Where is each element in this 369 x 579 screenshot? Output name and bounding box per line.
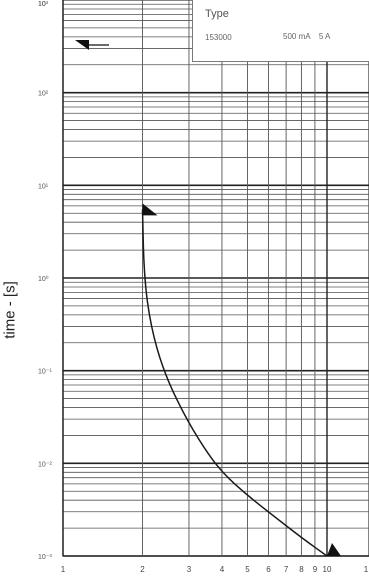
x-tick-label: 7 bbox=[284, 565, 289, 574]
x-tick-label: 5 bbox=[245, 565, 250, 574]
y-tick-label: 10¹ bbox=[38, 183, 49, 190]
y-tick-label: 10 bbox=[38, 1, 46, 8]
legend-arrow-marker bbox=[75, 40, 89, 50]
x-tick-label: 6 bbox=[266, 565, 271, 574]
x-tick-label: 1 bbox=[61, 565, 66, 574]
legend-code: 153000 bbox=[205, 33, 232, 42]
y-tick-label: 10⁻² bbox=[38, 461, 52, 468]
curve-end-marker bbox=[327, 543, 341, 556]
y-tick-label: 10² bbox=[38, 91, 49, 98]
y-tick-label: 10³ bbox=[38, 1, 49, 8]
x-tick-label: 2 bbox=[140, 565, 145, 574]
y-tick-label: 10⁻¹ bbox=[38, 369, 52, 376]
y-tick-label: 10⁰ bbox=[38, 275, 49, 283]
x-tick-label: 3 bbox=[187, 565, 192, 574]
legend-title: Type bbox=[205, 8, 229, 20]
x-tick-label: 10 bbox=[323, 565, 332, 574]
y-tick-label: 10⁻³ bbox=[38, 554, 52, 561]
legend-box: Type 153000 500 mA 5 A bbox=[192, 0, 369, 62]
series-line bbox=[141, 209, 328, 557]
x-tick-label: 8 bbox=[299, 565, 304, 574]
x-tick-label: 4 bbox=[220, 565, 225, 574]
legend-rating-current-high: 5 A bbox=[318, 32, 331, 41]
legend-ratings: 500 mA 5 A bbox=[283, 32, 336, 41]
x-tick-label: 1 bbox=[364, 565, 369, 574]
legend-rating-current: 500 mA bbox=[283, 32, 311, 41]
y-axis-label: time - [s] bbox=[1, 281, 19, 339]
curve-start-marker bbox=[142, 203, 158, 216]
x-tick-label: 9 bbox=[313, 565, 318, 574]
